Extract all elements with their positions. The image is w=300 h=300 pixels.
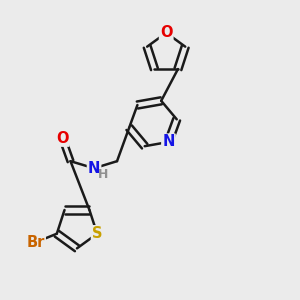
Text: N: N <box>88 161 100 176</box>
Text: H: H <box>98 168 108 181</box>
Text: O: O <box>56 131 68 146</box>
Text: Br: Br <box>26 235 45 250</box>
Text: N: N <box>162 134 175 149</box>
Text: S: S <box>92 226 102 241</box>
Text: O: O <box>160 25 172 40</box>
